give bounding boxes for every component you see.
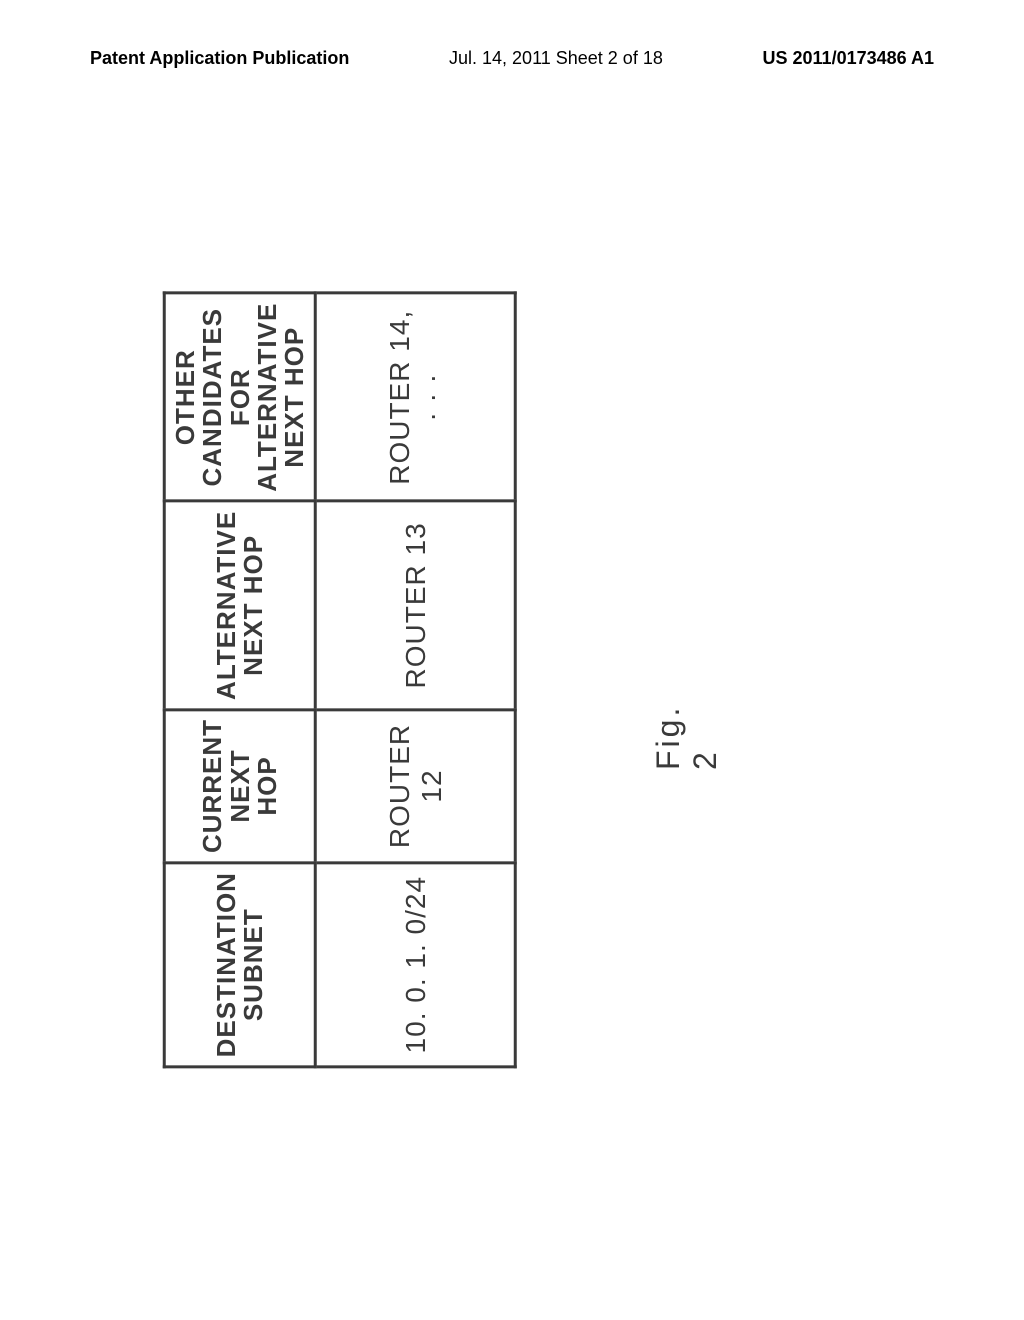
cell-value: ROUTER 13 <box>400 522 431 688</box>
col-destination-subnet: DESTINATIONSUBNET <box>164 863 315 1067</box>
col-label: ALTERNATIVENEXT HOP <box>211 511 268 700</box>
figure-caption: Fig. 2 <box>650 705 723 770</box>
cell-value: ROUTER 14, · · · <box>384 310 447 485</box>
cell-value: ROUTER 12 <box>384 724 447 848</box>
cell-destination-subnet: 10. 0. 1. 0/24 <box>316 863 516 1067</box>
col-other-candidates: OTHER CANDIDATESFOR ALTERNATIVENEXT HOP <box>164 293 315 501</box>
figure-area: DESTINATIONSUBNET CURRENTNEXT HOP ALTERN… <box>90 130 590 1230</box>
col-label: CURRENTNEXT HOP <box>197 719 282 853</box>
table-header-row: DESTINATIONSUBNET CURRENTNEXT HOP ALTERN… <box>164 293 315 1067</box>
col-label: OTHER CANDIDATESFOR ALTERNATIVENEXT HOP <box>170 303 309 492</box>
caption-wrapper: Fig. 2 <box>650 705 724 770</box>
cell-value: 10. 0. 1. 0/24 <box>400 876 431 1053</box>
header-right: US 2011/0173486 A1 <box>763 48 934 69</box>
routing-table: DESTINATIONSUBNET CURRENTNEXT HOP ALTERN… <box>163 292 517 1069</box>
rotated-table-wrapper: DESTINATIONSUBNET CURRENTNEXT HOP ALTERN… <box>163 292 517 1069</box>
cell-other-candidates: ROUTER 14, · · · <box>316 293 516 501</box>
col-alternative-next-hop: ALTERNATIVENEXT HOP <box>164 501 315 709</box>
col-current-next-hop: CURRENTNEXT HOP <box>164 709 315 862</box>
col-label: DESTINATIONSUBNET <box>211 872 268 1057</box>
cell-current-next-hop: ROUTER 12 <box>316 709 516 862</box>
header-center: Jul. 14, 2011 Sheet 2 of 18 <box>449 48 663 69</box>
cell-alternative-next-hop: ROUTER 13 <box>316 501 516 709</box>
page-header: Patent Application Publication Jul. 14, … <box>0 48 1024 69</box>
header-left: Patent Application Publication <box>90 48 349 69</box>
table-row: 10. 0. 1. 0/24 ROUTER 12 ROUTER 13 ROUTE… <box>316 293 516 1067</box>
